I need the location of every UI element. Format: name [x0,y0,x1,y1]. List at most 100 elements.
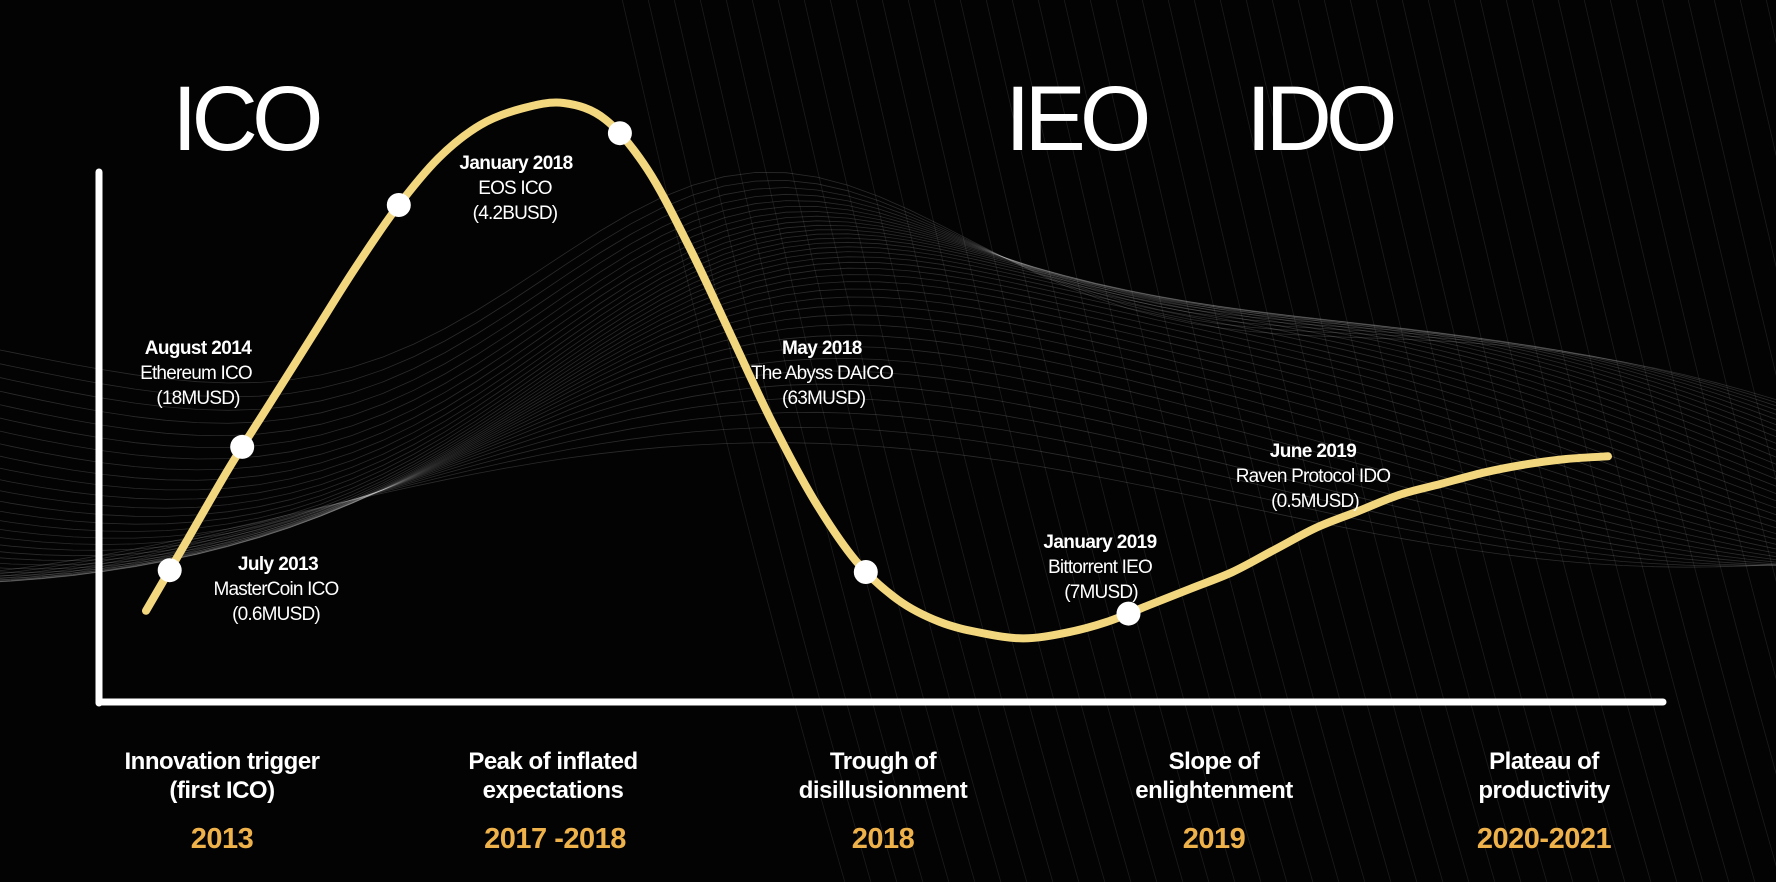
mesh-diagonal-line [1531,0,1756,882]
mesh-wave-line [0,206,1776,448]
event-raised: (7MUSD) [1064,582,1138,603]
event-label-abyss: May 2018 The Abyss DAICO (63MUSD) [751,338,894,409]
mesh-wave-line [0,211,1776,460]
mesh-diagonal-line [1505,0,1730,882]
mesh-diagonal-line [803,0,1028,882]
event-label-bittorrent: January 2019 Bittorrent IEO (7MUSD) [1043,532,1157,603]
mesh-wave-line [0,334,1776,582]
phase-labels: Innovation trigger (first ICO) 2013 Peak… [125,748,1612,855]
mesh-wave-line [0,187,1776,411]
event-labels: July 2013 MasterCoin ICO (0.6MUSD) Augus… [140,153,1391,625]
mesh-wave-line [0,193,1776,424]
mesh-diagonal-line [881,0,1106,882]
mesh-diagonal-line [829,0,1054,882]
phase-name-line2: disillusionment [799,777,968,804]
event-name: Ethereum ICO [140,363,252,384]
mesh-wave-line [0,172,1776,401]
phase-trough: Trough of disillusionment 2018 [799,748,969,855]
mesh-diagonal-line [1427,0,1652,882]
mesh-diagonal-line [1453,0,1678,882]
mesh-diagonal-line [855,0,1080,882]
phase-name-line1: Peak of inflated [468,748,637,775]
event-date: May 2018 [782,338,862,359]
mesh-diagonal-line [1583,0,1776,775]
mesh-diagonal-line [1713,0,1776,268]
mesh-diagonal-line [1011,0,1236,882]
mesh-wave-line [0,241,1776,525]
mesh-diagonal-line [1141,0,1366,882]
event-name: The Abyss DAICO [751,363,893,384]
phase-plateau: Plateau of productivity 2020-2021 [1477,748,1612,855]
mesh-diagonal-line [1063,0,1288,882]
event-marker-mastercoin [157,558,182,583]
mesh-wave-line [0,281,1776,566]
mesh-diagonal-line [933,0,1158,882]
phase-years: 2013 [191,823,254,855]
mesh-wave-line [0,215,1776,471]
mesh-diagonal-line [673,0,898,882]
event-label-eos: January 2018 EOS ICO (4.2BUSD) [459,153,573,224]
phase-years: 2017 -2018 [484,823,626,855]
mesh-diagonal-line [1661,0,1776,481]
mesh-diagonal-line [1297,0,1522,882]
mesh-wave-line [0,229,1776,500]
era-label-ieo: IEO [1005,68,1148,170]
mesh-wave-line [0,397,1776,579]
event-name: Bittorrent IEO [1048,557,1152,578]
mesh-diagonal-line [699,0,924,882]
mesh-wave-line [0,224,1776,491]
mesh-wave-line [0,200,1776,437]
phase-years: 2018 [852,823,915,855]
mesh-wave-line [0,383,1776,581]
phase-slope: Slope of enlightenment 2019 [1135,748,1294,855]
mesh-wave-line [0,346,1776,583]
mesh-diagonal-line [1219,0,1444,882]
era-labels: ICO IEO IDO [172,68,1400,170]
event-label-raven: June 2019 Raven Protocol IDO (0.5MUSD) [1236,441,1391,512]
event-raised: (0.5MUSD) [1271,491,1359,512]
mesh-wave-line [0,220,1776,481]
mesh-diagonal-line [1089,0,1314,882]
mesh-diagonal-line [985,0,1210,882]
hype-curve-line [142,98,1612,643]
mesh-wave-line [0,179,1776,403]
event-marker-abyss [607,121,632,146]
era-label-ico: ICO [172,68,320,170]
mesh-diagonal-line [1401,0,1626,882]
event-marker-bittorrent [853,560,878,584]
mesh-wave-line [0,233,1776,509]
event-marker-raven [1116,601,1141,626]
event-raised: (63MUSD) [782,388,866,409]
event-name: MasterCoin ICO [213,579,338,600]
mesh-diagonal-line [1635,0,1776,583]
phase-years: 2020-2021 [1477,823,1612,855]
mesh-diagonal-line [1193,0,1418,882]
mesh-diagonal-line [1739,0,1776,157]
mesh-wave-line [0,370,1776,582]
phase-name-line2: productivity [1478,777,1610,804]
mesh-diagonal-line [1245,0,1470,882]
event-label-mastercoin: July 2013 MasterCoin ICO (0.6MUSD) [213,554,339,625]
event-raised: (4.2BUSD) [473,203,558,224]
phase-innovation-trigger: Innovation trigger (first ICO) 2013 [125,748,321,855]
mesh-diagonal-line [1687,0,1776,377]
mesh-wave-line [0,411,1776,577]
event-date: August 2014 [145,338,252,359]
event-label-ethereum: August 2014 Ethereum ICO (18MUSD) [140,338,253,409]
phase-name-line2: enlightenment [1135,777,1293,804]
mesh-diagonal-line [777,0,1002,882]
mesh-diagonal-line [621,0,846,882]
phase-name-line1: Plateau of [1489,748,1600,775]
mesh-wave-line [0,324,1776,581]
event-marker-eos [386,193,411,217]
era-label-ido: IDO [1246,68,1394,170]
event-date: June 2019 [1270,441,1357,462]
mesh-diagonal-line [959,0,1184,882]
mesh-diagonal-line [1271,0,1496,882]
phase-name-line2: expectations [483,777,624,804]
mesh-diagonal-line [1115,0,1340,882]
mesh-diagonal-line [1375,0,1600,882]
